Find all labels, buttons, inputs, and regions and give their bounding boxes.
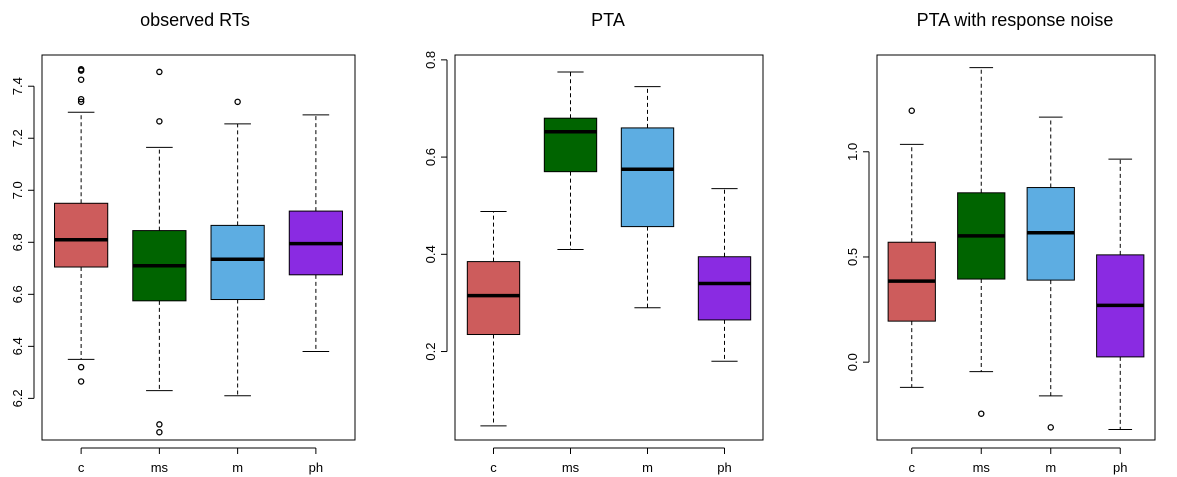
box-iqr [54, 202, 109, 268]
box-m [1026, 116, 1075, 431]
y-axis: 0.2 0.4 0.6 0.8 [423, 51, 448, 361]
outlier-point [234, 98, 241, 106]
x-axis: c ms m ph [909, 447, 1127, 475]
y-axis: 0.0 0.5 1.0 [845, 143, 870, 371]
outlier-point [908, 107, 916, 115]
outlier-point [77, 67, 85, 74]
outlier-point [156, 68, 163, 76]
y-tick-label: 7.2 [10, 129, 25, 147]
box-ph [288, 114, 343, 353]
y-tick-label: 0.6 [423, 148, 438, 166]
outlier-point [77, 378, 85, 385]
chart-panel-2: PTA 0.2 0.4 0.6 0.8 c ms m ph [423, 10, 764, 475]
y-tick-label: 7.0 [10, 181, 25, 199]
box-ms [543, 71, 598, 250]
box-iqr [620, 127, 675, 228]
box-m [210, 98, 265, 397]
box-iqr [543, 117, 598, 173]
plot-frame [41, 54, 356, 441]
y-tick-label: 1.0 [845, 143, 860, 161]
x-tick-label-ph: ph [309, 460, 323, 475]
y-tick-label: 0.5 [845, 248, 860, 266]
x-tick-label-ms: ms [973, 460, 991, 475]
x-tick-label-m: m [1045, 460, 1056, 475]
chart-title: PTA [591, 10, 625, 30]
box-ms [132, 68, 187, 436]
x-tick-label-ms: ms [151, 460, 169, 475]
box-iqr [210, 224, 265, 301]
x-axis: c ms m ph [78, 447, 323, 475]
x-tick-label-ms: ms [562, 460, 580, 475]
outlier-point [77, 95, 85, 103]
x-tick-label-c: c [78, 460, 85, 475]
chart-panel-3: PTA with response noise 0.0 0.5 1.0 c ms m ph [845, 10, 1156, 475]
y-tick-label: 0.0 [845, 353, 860, 371]
chart-panel-1: observed RTs 6.2 6.4 6.6 6.8 7.0 7.2 7.4 c ms m ph [10, 10, 356, 475]
box-ph [697, 188, 752, 362]
chart-title: PTA with response noise [917, 10, 1114, 30]
outlier-point [77, 76, 85, 83]
box-m [620, 86, 675, 309]
plot-frame [876, 54, 1156, 441]
outlier-point [77, 98, 85, 106]
chart-title: observed RTs [140, 10, 250, 30]
y-axis: 6.2 6.4 6.6 6.8 7.0 7.2 7.4 [10, 77, 35, 407]
y-tick-label: 6.6 [10, 285, 25, 303]
x-tick-label-c: c [490, 460, 497, 475]
y-tick-label: 0.4 [423, 245, 438, 263]
x-tick-label-ph: ph [717, 460, 731, 475]
x-tick-label-m: m [232, 460, 243, 475]
box-c [54, 66, 109, 385]
x-tick-label-c: c [909, 460, 916, 475]
y-tick-label: 7.4 [10, 77, 25, 95]
box-iqr [697, 256, 752, 321]
outlier-point [156, 118, 163, 125]
x-axis: c ms m ph [490, 447, 732, 475]
y-tick-label: 0.8 [423, 51, 438, 69]
y-tick-label: 6.4 [10, 337, 25, 355]
plot-frame [454, 54, 764, 441]
y-tick-label: 6.2 [10, 389, 25, 407]
box-c [887, 107, 936, 388]
outlier-point [1047, 424, 1055, 431]
box-ms [957, 67, 1006, 417]
box-c [466, 211, 521, 427]
outlier-point [156, 421, 163, 428]
y-tick-label: 0.2 [423, 342, 438, 360]
y-tick-label: 6.8 [10, 233, 25, 251]
x-tick-label-ph: ph [1113, 460, 1127, 475]
outlier-point [156, 428, 163, 436]
outlier-point [77, 363, 85, 371]
box-ph [1096, 158, 1145, 430]
box-iqr [466, 261, 521, 336]
outlier-point [978, 410, 985, 417]
x-tick-label-m: m [642, 460, 653, 475]
